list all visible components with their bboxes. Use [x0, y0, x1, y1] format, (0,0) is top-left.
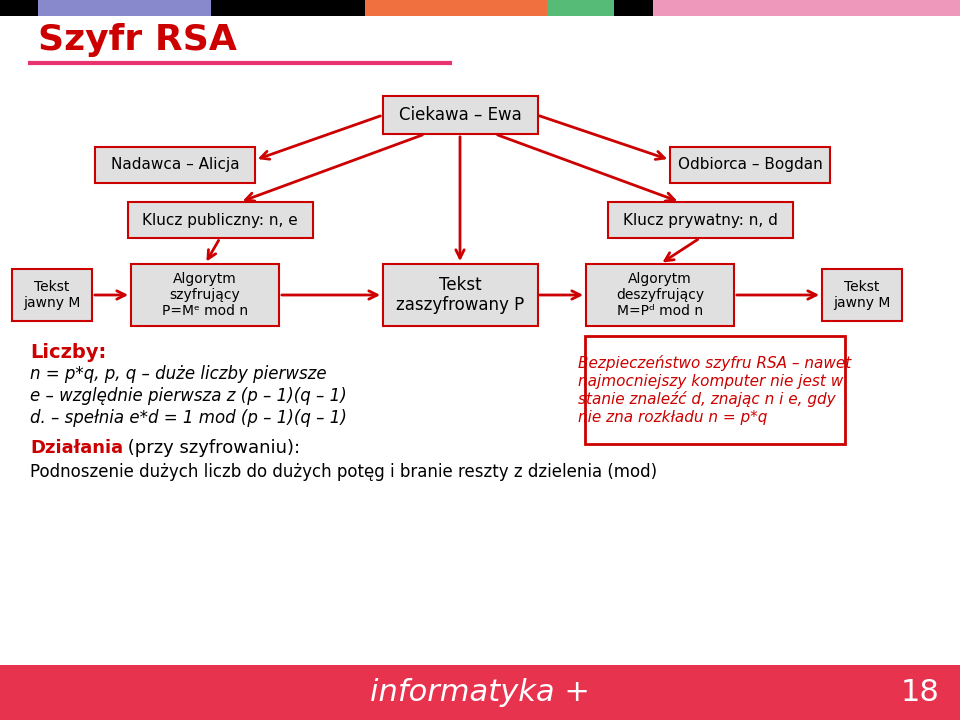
Text: Bezpieczeństwo szyfru RSA – nawet
najmocniejszy komputer nie jest w
stanie znale: Bezpieczeństwo szyfru RSA – nawet najmoc…	[578, 355, 852, 425]
Bar	[128, 202, 313, 238]
Bar	[95, 147, 255, 183]
Text: Tekst
zaszyfrowany P: Tekst zaszyfrowany P	[396, 276, 524, 315]
Text: Szyfr RSA: Szyfr RSA	[38, 23, 237, 57]
Bar	[38, 0, 211, 16]
Text: Odbiorca – Bogdan: Odbiorca – Bogdan	[678, 158, 823, 173]
Text: Liczby:: Liczby:	[30, 343, 107, 361]
Text: Algorytm
szyfrujący
P=Mᵉ mod n: Algorytm szyfrujący P=Mᵉ mod n	[162, 271, 248, 318]
Text: (przy szyfrowaniu):: (przy szyfrowaniu):	[122, 439, 300, 457]
Bar	[0, 665, 960, 720]
Bar	[585, 336, 845, 444]
Bar	[653, 0, 960, 16]
Bar	[822, 269, 902, 321]
Text: Tekst
jawny M: Tekst jawny M	[833, 280, 891, 310]
Bar	[608, 202, 793, 238]
Text: Ciekawa – Ewa: Ciekawa – Ewa	[398, 106, 521, 124]
Bar	[586, 264, 734, 326]
Text: d. – spełnia e*d = 1 mod (p – 1)(q – 1): d. – spełnia e*d = 1 mod (p – 1)(q – 1)	[30, 409, 347, 427]
Text: Nadawca – Alicja: Nadawca – Alicja	[110, 158, 239, 173]
Text: e – względnie pierwsza z (p – 1)(q – 1): e – względnie pierwsza z (p – 1)(q – 1)	[30, 387, 347, 405]
Text: Podnoszenie dużych liczb do dużych potęg i branie reszty z dzielenia (mod): Podnoszenie dużych liczb do dużych potęg…	[30, 463, 658, 481]
Bar	[211, 0, 365, 16]
Bar	[614, 0, 653, 16]
Bar	[382, 96, 538, 134]
Text: Klucz prywatny: n, d: Klucz prywatny: n, d	[623, 212, 778, 228]
Bar	[547, 0, 614, 16]
Text: Klucz publiczny: n, e: Klucz publiczny: n, e	[142, 212, 298, 228]
Bar	[131, 264, 279, 326]
Bar	[0, 0, 38, 16]
Bar	[670, 147, 830, 183]
Text: Tekst
jawny M: Tekst jawny M	[23, 280, 81, 310]
Text: Działania: Działania	[30, 439, 123, 457]
Bar	[12, 269, 92, 321]
Bar	[365, 0, 547, 16]
Text: Algorytm
deszyfrujący
M=Pᵈ mod n: Algorytm deszyfrujący M=Pᵈ mod n	[616, 271, 704, 318]
Bar	[382, 264, 538, 326]
Text: informatyka +: informatyka +	[370, 678, 590, 707]
Text: 18: 18	[900, 678, 940, 707]
Text: n = p*q, p, q – duże liczby pierwsze: n = p*q, p, q – duże liczby pierwsze	[30, 365, 326, 383]
